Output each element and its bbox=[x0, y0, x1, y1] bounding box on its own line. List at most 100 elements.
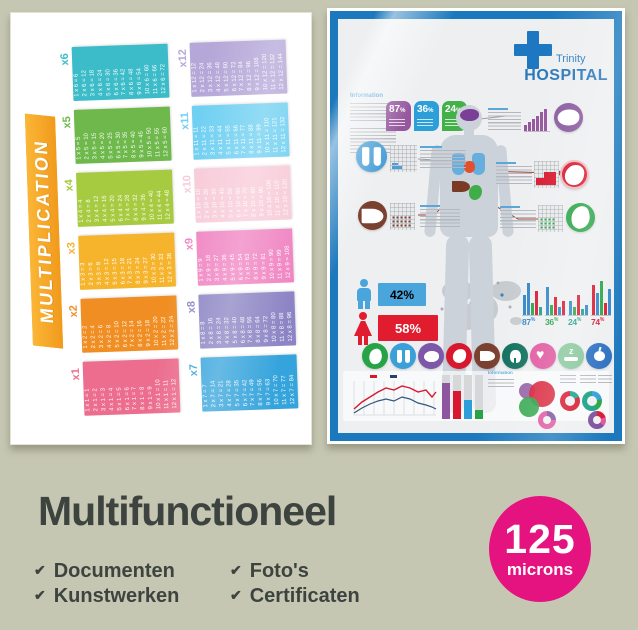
lungs-callout-icon bbox=[356, 141, 387, 172]
female-icon bbox=[354, 312, 372, 346]
trend-line-chart bbox=[353, 375, 437, 416]
check-icon: ✔ bbox=[230, 562, 242, 578]
lungs-icon bbox=[390, 343, 416, 369]
equation: 12 x 4 = 48 bbox=[164, 189, 172, 220]
equation: 12 x 6 = 72 bbox=[160, 63, 168, 94]
liver-organ bbox=[452, 181, 470, 192]
bar-group-36: 36% bbox=[545, 281, 565, 327]
donut-column-text bbox=[560, 375, 576, 384]
table-label: x8 bbox=[185, 300, 198, 313]
table-label: x10 bbox=[181, 174, 194, 194]
equation: 12 x 8 = 96 bbox=[286, 311, 294, 342]
donut-chart-4 bbox=[588, 411, 606, 429]
hospital-poster-content: Trinity HOSPITAL Information 87% 36% 24% bbox=[338, 19, 614, 433]
thickness-value: 125 bbox=[504, 515, 576, 562]
donut-chart-1 bbox=[560, 391, 580, 411]
feature-kunstwerken: ✔ Kunstwerken bbox=[34, 585, 180, 607]
donut-chart-2 bbox=[582, 391, 602, 411]
equation: 12 x 7 = 84 bbox=[289, 374, 297, 405]
table-label: x6 bbox=[58, 52, 72, 66]
table-label: x1 bbox=[69, 367, 83, 381]
heart-callout-text bbox=[496, 162, 532, 186]
thickness-badge: 125 microns bbox=[489, 496, 591, 602]
thickness-unit: microns bbox=[506, 559, 574, 579]
feature-fotos: ✔ Foto's bbox=[230, 560, 309, 582]
bar-group-74: 74% bbox=[591, 281, 611, 327]
table-x11: 1 x 11 = 11 2 x 11 = 22 3 x 11 = 33 4 x 11 … bbox=[191, 102, 290, 160]
liver-icon bbox=[474, 343, 500, 369]
equation: 12 x 3 = 36 bbox=[166, 252, 174, 283]
information-heading-bottom: Information bbox=[488, 371, 513, 376]
table-label: x2 bbox=[67, 304, 81, 318]
table-label: x4 bbox=[63, 178, 76, 192]
equation: 12 x 2 = 24 bbox=[169, 315, 177, 346]
equation: 12 x 12 = 144 bbox=[277, 52, 286, 90]
equation: 12 x 11 = 132 bbox=[280, 115, 288, 153]
hospital-infographic-poster: Trinity HOSPITAL Information 87% 36% 24% bbox=[327, 8, 625, 444]
brain-callout-text bbox=[488, 108, 521, 130]
info-paragraph bbox=[488, 379, 514, 389]
table-label: x12 bbox=[176, 48, 190, 68]
table-label: x5 bbox=[61, 115, 74, 129]
table-x10: 1 x 10 = 10 2 x 10 = 20 3 x 10 = 30 4 x 10 … bbox=[193, 164, 292, 223]
equation: 12 x 10 = 120 bbox=[282, 178, 290, 216]
bar-group-87: 87% bbox=[522, 281, 542, 327]
lungs-callout-text bbox=[420, 146, 466, 168]
apple-icon bbox=[586, 343, 612, 369]
donut-column-text bbox=[598, 375, 612, 384]
bar-group-24: 24% bbox=[568, 281, 588, 327]
tooth-icon bbox=[502, 343, 528, 369]
equation: 12 x 9 = 108 bbox=[284, 244, 292, 279]
check-icon: ✔ bbox=[34, 587, 46, 603]
male-percentage: 42% bbox=[378, 283, 426, 306]
sleep-icon bbox=[558, 343, 584, 369]
check-icon: ✔ bbox=[230, 587, 242, 603]
table-label: x7 bbox=[187, 363, 201, 376]
table-label: x11 bbox=[178, 111, 192, 130]
heart-organ-icon bbox=[446, 343, 472, 369]
stomach-callout-chart bbox=[538, 205, 563, 232]
equation: 12 x 5 = 60 bbox=[162, 126, 170, 157]
liver-callout-icon bbox=[358, 201, 387, 230]
check-icon: ✔ bbox=[34, 562, 46, 578]
stomach-callout-icon bbox=[566, 203, 595, 232]
venn-circle-green bbox=[519, 397, 539, 417]
lungs-callout-chart bbox=[390, 145, 417, 172]
product-title: Multifunctioneel bbox=[38, 488, 337, 534]
brain-organ bbox=[460, 109, 479, 121]
stomach-icon bbox=[362, 343, 388, 369]
table-label: x3 bbox=[65, 241, 78, 255]
brain-icon bbox=[418, 343, 444, 369]
donut-column-text bbox=[580, 375, 596, 384]
male-icon bbox=[356, 279, 372, 310]
liver-callout-text bbox=[420, 205, 460, 229]
heart-callout-icon bbox=[560, 160, 589, 189]
equation: 12 x 1 = 12 bbox=[171, 378, 179, 409]
feature-certificaten: ✔ Certificaten bbox=[230, 585, 360, 607]
table-label: x9 bbox=[183, 237, 196, 250]
brain-callout-icon bbox=[554, 103, 583, 132]
donut-chart-3 bbox=[538, 411, 556, 429]
female-percentage: 58% bbox=[378, 315, 438, 341]
poster-banner: MULTIPLICATION bbox=[24, 113, 64, 349]
liver-callout-chart bbox=[390, 203, 415, 230]
stomach-callout-text bbox=[500, 206, 536, 230]
feature-documenten: ✔ Documenten bbox=[34, 560, 175, 582]
heart-callout-chart bbox=[534, 161, 559, 188]
heart-icon bbox=[530, 343, 556, 369]
table-x12: 1 x 12 = 12 2 x 12 = 24 3 x 12 = 36 4 x 12 … bbox=[189, 39, 288, 97]
